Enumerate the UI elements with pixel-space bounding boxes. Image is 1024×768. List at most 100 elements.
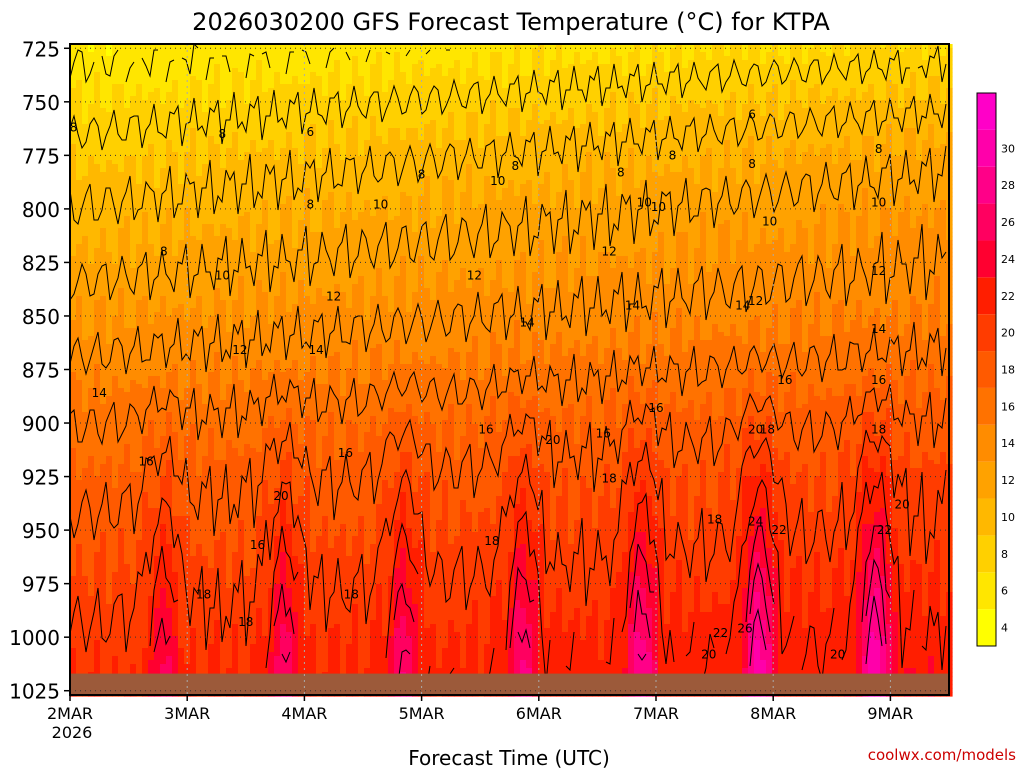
field-cell: [76, 460, 83, 465]
field-cell: [70, 492, 77, 497]
field-cell: [154, 588, 161, 593]
field-cell: [250, 176, 257, 181]
field-cell: [136, 444, 143, 449]
field-cell: [124, 172, 131, 177]
field-cell: [172, 144, 179, 149]
field-cell: [136, 296, 143, 301]
field-cell: [88, 200, 95, 205]
field-cell: [166, 616, 173, 621]
field-cell: [238, 436, 245, 441]
field-cell: [184, 532, 191, 537]
field-cell: [94, 68, 101, 73]
field-cell: [130, 424, 137, 429]
field-cell: [214, 668, 221, 673]
field-cell: [142, 404, 149, 409]
field-cell: [166, 596, 173, 601]
field-cell: [184, 604, 191, 609]
field-cell: [190, 324, 197, 329]
field-cell: [184, 476, 191, 481]
field-cell: [238, 112, 245, 117]
field-cell: [160, 96, 167, 101]
field-cell: [106, 76, 113, 81]
field-cell: [106, 388, 113, 393]
field-cell: [172, 604, 179, 609]
field-cell: [154, 452, 161, 457]
field-cell: [154, 88, 161, 93]
field-cell: [154, 604, 161, 609]
field-cell: [244, 216, 251, 221]
field-cell: [220, 288, 227, 293]
field-cell: [106, 228, 113, 233]
field-cell: [178, 56, 185, 61]
field-cell: [178, 172, 185, 177]
field-cell: [226, 80, 233, 85]
field-cell: [220, 512, 227, 517]
field-cell: [94, 472, 101, 477]
field-cell: [106, 248, 113, 253]
field-cell: [136, 488, 143, 493]
field-cell: [154, 540, 161, 545]
field-cell: [148, 644, 155, 649]
field-cell: [118, 156, 125, 161]
field-cell: [184, 632, 191, 637]
field-cell: [166, 364, 173, 369]
field-cell: [154, 456, 161, 461]
field-cell: [208, 48, 215, 53]
field-cell: [244, 260, 251, 265]
field-cell: [172, 548, 179, 553]
field-cell: [232, 356, 239, 361]
field-cell: [196, 152, 203, 157]
field-cell: [88, 612, 95, 617]
field-cell: [76, 300, 83, 305]
field-cell: [154, 144, 161, 149]
field-cell: [154, 352, 161, 357]
field-cell: [118, 112, 125, 117]
field-cell: [130, 576, 137, 581]
field-cell: [112, 536, 119, 541]
field-cell: [244, 156, 251, 161]
field-cell: [214, 80, 221, 85]
field-cell: [112, 476, 119, 481]
field-cell: [94, 272, 101, 277]
field-cell: [100, 276, 107, 281]
field-cell: [94, 620, 101, 625]
field-cell: [244, 540, 251, 545]
field-cell: [196, 620, 203, 625]
field-cell: [88, 560, 95, 565]
field-cell: [76, 288, 83, 293]
field-cell: [142, 620, 149, 625]
field-cell: [178, 604, 185, 609]
field-cell: [244, 548, 251, 553]
field-cell: [94, 580, 101, 585]
field-cell: [148, 436, 155, 441]
field-cell: [166, 416, 173, 421]
field-cell: [166, 344, 173, 349]
field-cell: [208, 652, 215, 657]
field-cell: [100, 572, 107, 577]
field-cell: [190, 504, 197, 509]
field-cell: [208, 448, 215, 453]
field-cell: [202, 488, 209, 493]
field-cell: [88, 404, 95, 409]
field-cell: [82, 116, 89, 121]
field-cell: [178, 464, 185, 469]
field-cell: [100, 364, 107, 369]
field-cell: [172, 536, 179, 541]
field-cell: [220, 340, 227, 345]
field-cell: [232, 612, 239, 617]
field-cell: [118, 184, 125, 189]
field-cell: [160, 208, 167, 213]
field-cell: [100, 632, 107, 637]
field-cell: [118, 316, 125, 321]
field-cell: [148, 468, 155, 473]
field-cell: [238, 500, 245, 505]
field-cell: [118, 68, 125, 73]
field-cell: [250, 220, 257, 225]
field-cell: [190, 656, 197, 661]
field-cell: [244, 576, 251, 581]
field-cell: [148, 256, 155, 261]
field-cell: [214, 276, 221, 281]
field-cell: [124, 356, 131, 361]
field-cell: [88, 104, 95, 109]
field-cell: [100, 92, 107, 97]
